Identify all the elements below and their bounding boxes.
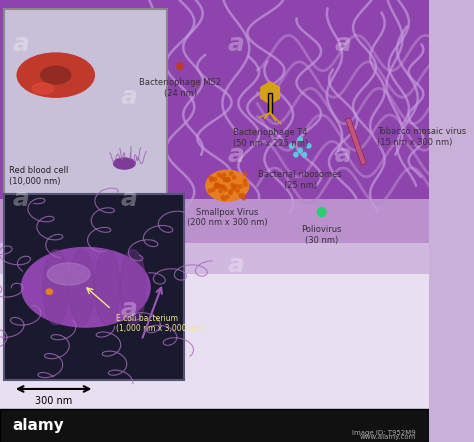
Ellipse shape bbox=[206, 170, 249, 201]
Ellipse shape bbox=[229, 172, 233, 175]
Ellipse shape bbox=[224, 178, 228, 182]
Ellipse shape bbox=[232, 176, 236, 179]
Ellipse shape bbox=[229, 191, 233, 194]
Ellipse shape bbox=[224, 188, 227, 191]
Ellipse shape bbox=[307, 144, 311, 148]
Text: a: a bbox=[13, 32, 30, 56]
Ellipse shape bbox=[231, 183, 234, 187]
Ellipse shape bbox=[213, 178, 217, 181]
Ellipse shape bbox=[210, 178, 213, 182]
Ellipse shape bbox=[317, 208, 326, 217]
Ellipse shape bbox=[242, 197, 246, 200]
FancyBboxPatch shape bbox=[0, 243, 429, 442]
Ellipse shape bbox=[215, 183, 219, 186]
Ellipse shape bbox=[228, 190, 232, 193]
Ellipse shape bbox=[32, 83, 54, 94]
Text: a: a bbox=[228, 32, 244, 56]
FancyBboxPatch shape bbox=[4, 9, 167, 194]
Ellipse shape bbox=[232, 187, 235, 191]
Ellipse shape bbox=[221, 195, 224, 199]
Ellipse shape bbox=[114, 158, 135, 169]
Ellipse shape bbox=[223, 186, 226, 189]
Ellipse shape bbox=[222, 197, 226, 201]
Ellipse shape bbox=[298, 148, 302, 152]
Text: a: a bbox=[120, 187, 137, 211]
Ellipse shape bbox=[218, 173, 221, 176]
Text: Bacterial ribosomes
(25 nm): Bacterial ribosomes (25 nm) bbox=[258, 170, 342, 190]
Ellipse shape bbox=[298, 137, 302, 141]
Text: alamy: alamy bbox=[13, 418, 64, 433]
FancyBboxPatch shape bbox=[0, 0, 429, 385]
Text: a: a bbox=[13, 187, 30, 211]
Ellipse shape bbox=[120, 250, 146, 325]
Ellipse shape bbox=[209, 176, 213, 180]
Text: Bacteriophage T4
(50 nm x 225 nm): Bacteriophage T4 (50 nm x 225 nm) bbox=[233, 128, 308, 148]
Text: 300 nm: 300 nm bbox=[35, 396, 72, 406]
Text: a: a bbox=[120, 85, 137, 109]
Ellipse shape bbox=[94, 250, 120, 325]
Ellipse shape bbox=[244, 183, 247, 187]
Ellipse shape bbox=[41, 66, 71, 84]
Text: E.coli bacterium
(1,000 nm x 3,000 nm): E.coli bacterium (1,000 nm x 3,000 nm) bbox=[116, 314, 204, 333]
Text: a: a bbox=[228, 143, 244, 167]
Ellipse shape bbox=[21, 248, 150, 327]
Ellipse shape bbox=[294, 152, 298, 157]
Ellipse shape bbox=[177, 63, 183, 69]
FancyBboxPatch shape bbox=[4, 194, 184, 380]
Text: a: a bbox=[228, 253, 244, 277]
FancyBboxPatch shape bbox=[268, 93, 272, 113]
Text: Bacteriophage MS2
(24 nm): Bacteriophage MS2 (24 nm) bbox=[139, 78, 221, 98]
Ellipse shape bbox=[236, 189, 239, 192]
Ellipse shape bbox=[211, 188, 215, 191]
Ellipse shape bbox=[302, 152, 307, 157]
Ellipse shape bbox=[223, 178, 227, 182]
Ellipse shape bbox=[290, 144, 294, 148]
Ellipse shape bbox=[227, 177, 230, 181]
Text: Image ID: T952M9: Image ID: T952M9 bbox=[352, 430, 416, 436]
FancyBboxPatch shape bbox=[0, 186, 429, 274]
Ellipse shape bbox=[244, 172, 247, 175]
Ellipse shape bbox=[232, 185, 236, 188]
FancyBboxPatch shape bbox=[0, 0, 429, 199]
Ellipse shape bbox=[46, 289, 53, 294]
Text: www.alamy.com: www.alamy.com bbox=[360, 434, 416, 440]
Text: Poliovirus
(30 nm): Poliovirus (30 nm) bbox=[301, 225, 342, 245]
Text: Tobacco mosaic virus
(15 nm x 300 nm): Tobacco mosaic virus (15 nm x 300 nm) bbox=[377, 127, 466, 147]
Ellipse shape bbox=[17, 53, 94, 97]
Ellipse shape bbox=[243, 179, 246, 183]
Polygon shape bbox=[346, 118, 366, 165]
Ellipse shape bbox=[214, 184, 218, 188]
Text: Red blood cell
(10,000 nm): Red blood cell (10,000 nm) bbox=[9, 166, 68, 186]
FancyBboxPatch shape bbox=[0, 409, 429, 442]
Ellipse shape bbox=[235, 184, 238, 188]
Ellipse shape bbox=[69, 250, 94, 325]
Ellipse shape bbox=[215, 185, 218, 189]
Ellipse shape bbox=[47, 263, 90, 285]
Ellipse shape bbox=[219, 189, 222, 193]
Ellipse shape bbox=[222, 173, 226, 177]
Ellipse shape bbox=[239, 185, 242, 188]
Ellipse shape bbox=[227, 179, 230, 182]
Ellipse shape bbox=[220, 184, 224, 188]
Ellipse shape bbox=[218, 185, 222, 188]
Text: a: a bbox=[335, 32, 352, 56]
Ellipse shape bbox=[226, 195, 229, 199]
Ellipse shape bbox=[241, 194, 245, 197]
Ellipse shape bbox=[220, 175, 224, 179]
Text: Smallpox Virus
(200 nm x 300 nm): Smallpox Virus (200 nm x 300 nm) bbox=[187, 208, 268, 227]
Text: a: a bbox=[120, 297, 137, 321]
Ellipse shape bbox=[239, 194, 242, 197]
Ellipse shape bbox=[217, 184, 220, 187]
Ellipse shape bbox=[208, 189, 212, 192]
Ellipse shape bbox=[43, 250, 69, 325]
Text: a: a bbox=[335, 143, 352, 167]
